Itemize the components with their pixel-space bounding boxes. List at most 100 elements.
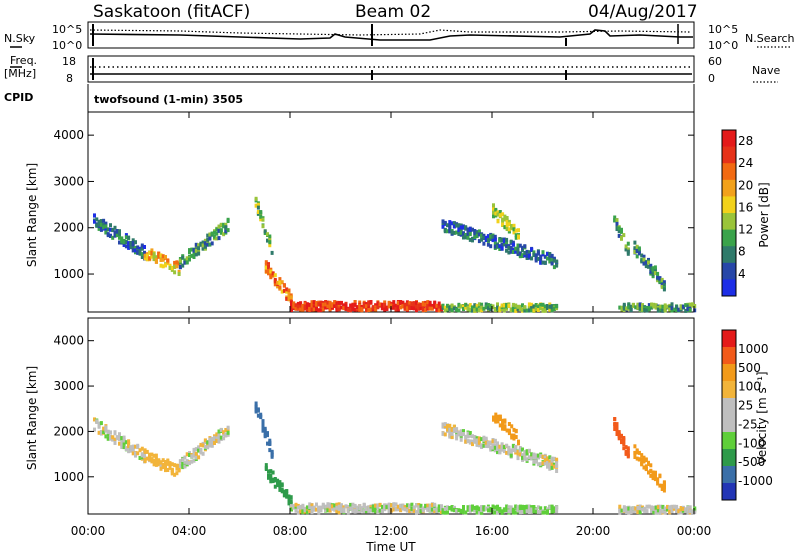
range-gate-cell xyxy=(261,224,265,229)
range-gate-cell xyxy=(152,257,156,262)
range-gate-cell xyxy=(310,508,314,513)
range-gate-cell xyxy=(285,289,289,294)
range-gate-cell xyxy=(502,242,506,247)
range-gate-cell xyxy=(633,240,637,245)
range-gate-cell xyxy=(154,453,158,458)
range-gate-cell xyxy=(684,509,688,514)
range-gate-cell xyxy=(208,236,212,241)
range-gate-cell xyxy=(626,446,630,451)
range-gate-cell xyxy=(644,264,648,269)
range-gate-cell xyxy=(651,470,655,475)
range-gate-cell xyxy=(294,502,298,507)
range-gate-cell xyxy=(677,307,681,312)
nsky-tick-high: 10^5 xyxy=(52,23,82,36)
freq-unit: [MHz] xyxy=(4,67,36,80)
range-gate-cell xyxy=(480,505,484,509)
range-gate-cell xyxy=(203,438,207,443)
range-gate-cell xyxy=(679,507,683,512)
range-gate-cell xyxy=(134,245,137,250)
range-gate-cell xyxy=(346,507,350,512)
nsky-label: N.Sky xyxy=(4,32,36,45)
colorbar-frame xyxy=(721,129,737,297)
range-gate-cell xyxy=(505,216,509,220)
range-gate-cell xyxy=(525,504,529,509)
range-gate-cell xyxy=(498,414,502,419)
range-gate-cell xyxy=(624,247,628,252)
range-gate-cell xyxy=(532,509,536,514)
range-gate-cell xyxy=(217,224,221,229)
range-gate-cell xyxy=(482,435,486,440)
y-tick-label: 3000 xyxy=(53,174,84,188)
range-gate-cell xyxy=(511,240,515,245)
range-gate-cell xyxy=(303,306,307,311)
range-gate-cell xyxy=(192,447,196,452)
range-gate-cell xyxy=(256,407,260,412)
range-gate-cell xyxy=(459,429,463,434)
range-gate-cell xyxy=(330,303,334,308)
range-gate-cell xyxy=(679,510,683,515)
range-gate-cell xyxy=(539,509,543,514)
range-gate-cell xyxy=(527,255,531,260)
range-gate-cell xyxy=(527,302,531,307)
range-gate-cell xyxy=(626,453,630,458)
range-gate-cell xyxy=(210,241,214,246)
range-gate-cell xyxy=(661,504,665,509)
range-gate-cell xyxy=(261,424,265,429)
range-gate-cell xyxy=(484,235,488,240)
range-gate-cell xyxy=(399,305,403,310)
range-gate-cell xyxy=(181,465,185,470)
range-gate-cell xyxy=(552,258,556,263)
range-gate-cell xyxy=(539,303,543,307)
range-gate-cell xyxy=(104,428,108,433)
range-gate-cell xyxy=(264,463,268,468)
range-gate-cell xyxy=(543,308,547,313)
range-gate-cell xyxy=(518,447,522,452)
range-gate-cell xyxy=(122,240,126,245)
range-gate-cell xyxy=(507,222,511,227)
range-gate-cell xyxy=(292,304,296,309)
range-gate-cell xyxy=(374,307,378,312)
range-gate-cell xyxy=(175,463,179,468)
range-gate-cell xyxy=(471,434,474,439)
range-gate-cell xyxy=(450,221,454,226)
range-gate-cell xyxy=(206,242,210,247)
range-gate-cell xyxy=(175,264,179,269)
range-gate-cell xyxy=(489,508,493,513)
colorbar-segment xyxy=(722,483,736,501)
range-gate-cell xyxy=(475,506,479,511)
range-gate-cell xyxy=(378,302,382,307)
range-gate-cell xyxy=(120,236,124,241)
range-gate-cell xyxy=(482,233,486,238)
range-gate-cell xyxy=(224,229,228,234)
range-gate-cell xyxy=(122,445,126,450)
range-gate-cell xyxy=(512,436,516,441)
range-gate-cell xyxy=(641,307,644,312)
range-gate-cell xyxy=(684,308,688,313)
range-gate-cell xyxy=(457,227,461,232)
range-gate-cell xyxy=(278,277,282,282)
range-gate-cell xyxy=(399,503,403,508)
range-gate-cell xyxy=(217,437,221,442)
range-gate-cell xyxy=(642,261,646,266)
colorbar-segment xyxy=(722,432,736,450)
range-gate-cell xyxy=(484,436,488,441)
range-gate-cell xyxy=(505,244,509,248)
range-gate-cell xyxy=(266,441,269,446)
range-gate-cell xyxy=(102,430,106,434)
range-gate-cell xyxy=(268,448,272,453)
colorbar-segment xyxy=(722,449,736,467)
range-gate-cell xyxy=(254,203,258,208)
range-gate-cell xyxy=(477,510,481,515)
nave-label: Nave xyxy=(752,64,780,77)
range-gate-cell xyxy=(424,308,428,312)
range-gate-cell xyxy=(466,235,470,240)
range-gate-cell xyxy=(475,307,479,312)
range-gate-cell xyxy=(164,255,167,259)
range-gate-cell xyxy=(613,427,617,431)
range-gate-cell xyxy=(226,425,230,430)
range-gate-cell xyxy=(403,302,407,307)
range-gate-cell xyxy=(468,431,472,435)
range-gate-cell xyxy=(264,265,268,270)
range-gate-cell xyxy=(175,466,179,471)
